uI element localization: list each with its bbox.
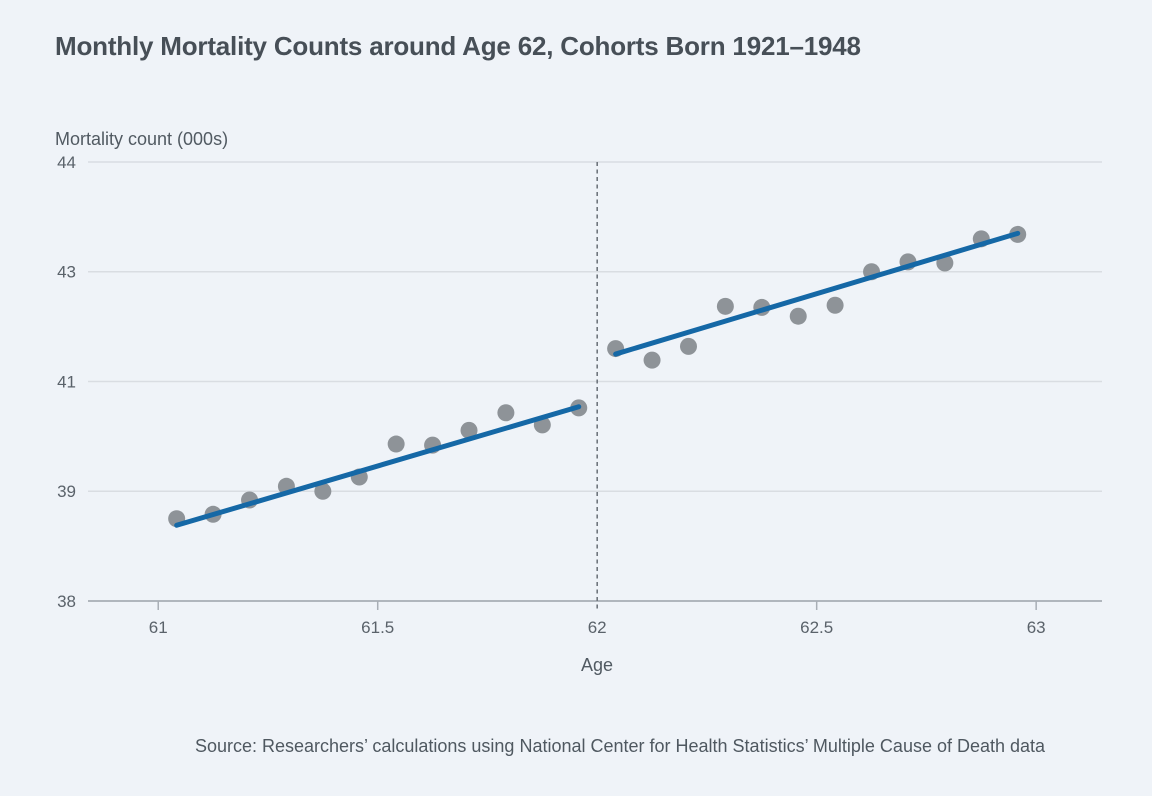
mortality-scatter-chart: 44 43 41 39 38 61 61.5 62 62.5 63 (57, 153, 1102, 637)
fit-line-right (613, 230, 1021, 357)
data-point (643, 351, 661, 369)
source-note: Source: Researchers’ calculations using … (194, 736, 1046, 756)
x-tick-label: 62 (588, 618, 607, 637)
x-tick-label: 61 (149, 618, 168, 637)
chart-title: Monthly Mortality Counts around Age 62, … (55, 31, 861, 61)
y-tick-label: 39 (57, 482, 76, 501)
data-point (679, 337, 697, 355)
x-tick-label: 62.5 (800, 618, 833, 637)
y-tick-label: 43 (57, 263, 76, 282)
x-axis-title: Age (580, 655, 614, 675)
data-point (789, 307, 807, 325)
x-tick-label: 61.5 (361, 618, 394, 637)
data-point (497, 404, 515, 422)
data-point (460, 421, 478, 439)
y-tick-label: 44 (57, 153, 76, 172)
y-axis-title: Mortality count (000s) (55, 129, 229, 149)
data-point (826, 296, 844, 314)
y-tick-label: 41 (57, 372, 76, 391)
y-tick-label: 38 (57, 592, 76, 611)
fit-line-left (174, 404, 582, 528)
data-point (716, 297, 734, 315)
x-tick-label: 63 (1027, 618, 1046, 637)
data-point (387, 435, 405, 453)
data-point (314, 482, 332, 500)
